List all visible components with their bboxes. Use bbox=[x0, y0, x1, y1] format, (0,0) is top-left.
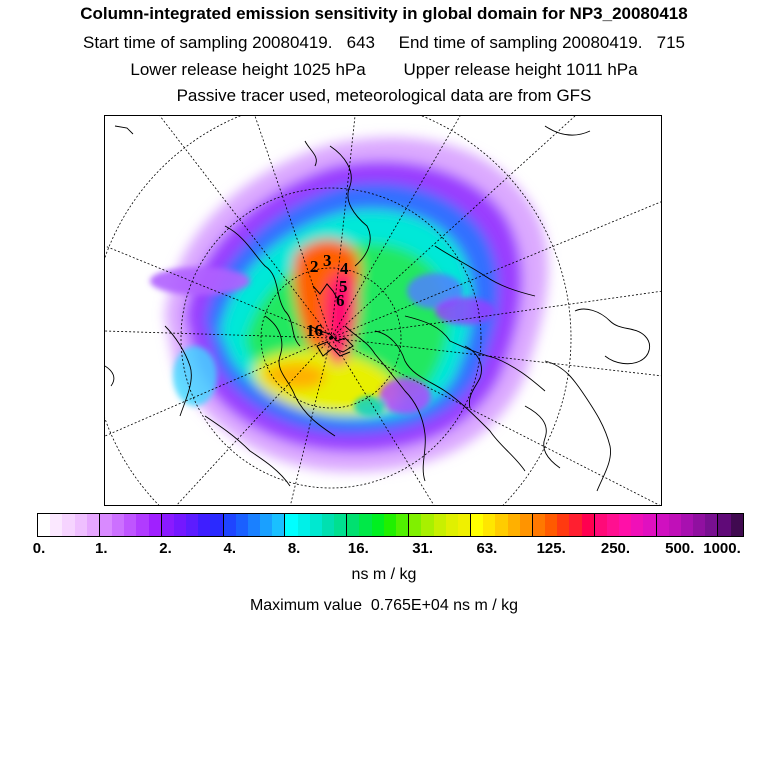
colorbar-tick-label: 0. bbox=[32, 540, 46, 557]
release-label-4: 4 bbox=[340, 259, 349, 278]
tracer-info-line: Passive tracer used, meteorological data… bbox=[176, 86, 592, 105]
colorbar-tick-label: 63. bbox=[476, 540, 498, 557]
release-label-16: 16 bbox=[306, 321, 323, 340]
colorbar-segment bbox=[545, 514, 558, 536]
colorbar-segment bbox=[50, 514, 63, 536]
release-label-5: 5 bbox=[339, 277, 348, 296]
colorbar-segment bbox=[680, 514, 694, 536]
colorbar-segment bbox=[359, 514, 372, 536]
colorbar-segment bbox=[284, 514, 298, 536]
colorbar-tick-label: 2. bbox=[159, 540, 172, 557]
colorbar-segment bbox=[98, 514, 113, 536]
colorbar-segment bbox=[334, 514, 347, 536]
colorbar-segment bbox=[668, 514, 681, 536]
colorbar-segment bbox=[235, 514, 248, 536]
colorbar-segment bbox=[383, 514, 396, 536]
colorbar-segment bbox=[74, 514, 87, 536]
colorbar-segment bbox=[693, 514, 706, 536]
colorbar-tick-label: 16. bbox=[347, 540, 369, 557]
polar-stereographic-map: 2 3 4 5 6 16 bbox=[105, 116, 661, 505]
colorbar-segment bbox=[86, 514, 99, 536]
colorbar-tick-label: 1. bbox=[95, 540, 108, 557]
colorbar bbox=[37, 513, 744, 537]
colorbar-segment bbox=[186, 514, 199, 536]
colorbar-segment bbox=[124, 514, 137, 536]
colorbar-segment bbox=[38, 514, 51, 536]
colorbar-segment bbox=[272, 514, 285, 536]
colorbar-segment bbox=[619, 514, 632, 536]
colorbar-segment bbox=[631, 514, 644, 536]
colorbar-segment bbox=[643, 514, 656, 536]
colorbar-segment bbox=[395, 514, 409, 536]
sampling-time-line: Start time of sampling 20080419. 643 End… bbox=[83, 33, 685, 52]
colorbar-segment bbox=[445, 514, 458, 536]
colorbar-segment bbox=[507, 514, 520, 536]
release-label-3: 3 bbox=[323, 251, 332, 270]
colorbar-segment bbox=[136, 514, 149, 536]
colorbar-segment bbox=[222, 514, 236, 536]
colorbar-segment bbox=[173, 514, 187, 536]
emission-sensitivity-field bbox=[150, 137, 549, 472]
colorbar-tick-label: 8. bbox=[287, 540, 301, 557]
colorbar-segment bbox=[148, 514, 161, 536]
release-track-points bbox=[309, 283, 354, 357]
colorbar-tick-label: 500. bbox=[665, 540, 695, 557]
colorbar-segment bbox=[210, 514, 223, 536]
colorbar-tick-label: 1000. bbox=[703, 540, 741, 557]
colorbar-segment bbox=[371, 514, 384, 536]
colorbar-segment bbox=[593, 514, 607, 536]
colorbar-segment bbox=[730, 514, 743, 536]
colorbar-tick-labels: 0. 1. 2. 4. 8. 16. 31. 63. 125. 250. 500. 1000. bbox=[0, 540, 768, 560]
colorbar-segment bbox=[321, 514, 335, 536]
map-title: Column-integrated emission sensitivity i… bbox=[80, 4, 688, 23]
colorbar-segment bbox=[569, 514, 582, 536]
graticule bbox=[105, 116, 661, 505]
coastlines bbox=[105, 125, 651, 492]
release-labels: 2 3 4 5 6 16 bbox=[306, 251, 349, 340]
colorbar-segment bbox=[297, 514, 310, 536]
maximum-value-label: Maximum value 0.765E+04 ns m / kg bbox=[249, 597, 519, 614]
colorbar-segment bbox=[655, 514, 669, 536]
colorbar-tick-label: 250. bbox=[600, 540, 631, 557]
colorbar-segment bbox=[421, 514, 434, 536]
colorbar-segment bbox=[519, 514, 532, 536]
colorbar-segment bbox=[483, 514, 496, 536]
colorbar-segment bbox=[433, 514, 446, 536]
colorbar-segment bbox=[557, 514, 570, 536]
colorbar-segment bbox=[62, 514, 75, 536]
colorbar-segment bbox=[247, 514, 261, 536]
colorbar-segment bbox=[606, 514, 620, 536]
release-label-2: 2 bbox=[310, 257, 319, 276]
colorbar-segment bbox=[457, 514, 471, 536]
colorbar-tick-label: 125. bbox=[536, 540, 566, 557]
colorbar-segment bbox=[198, 514, 211, 536]
colorbar-segment bbox=[160, 514, 174, 536]
colorbar-tick-label: 4. bbox=[223, 540, 237, 557]
colorbar-segment bbox=[470, 514, 484, 536]
colorbar-segment bbox=[531, 514, 546, 536]
sensitivity-map: 2 3 4 5 6 16 bbox=[104, 115, 662, 506]
colorbar-segment bbox=[495, 514, 508, 536]
colorbar-segment bbox=[717, 514, 731, 536]
colorbar-segment bbox=[309, 514, 322, 536]
colorbar-units: ns m / kg bbox=[351, 566, 417, 583]
release-label-6: 6 bbox=[336, 291, 345, 310]
release-height-line: Lower release height 1025 hPa Upper rele… bbox=[130, 60, 638, 79]
colorbar-segment bbox=[346, 514, 360, 536]
colorbar-segment bbox=[581, 514, 594, 536]
colorbar-segment bbox=[260, 514, 273, 536]
colorbar-segment bbox=[705, 514, 718, 536]
colorbar-tick-label: 31. bbox=[412, 540, 434, 557]
colorbar-segment bbox=[112, 514, 125, 536]
colorbar-segment bbox=[408, 514, 422, 536]
